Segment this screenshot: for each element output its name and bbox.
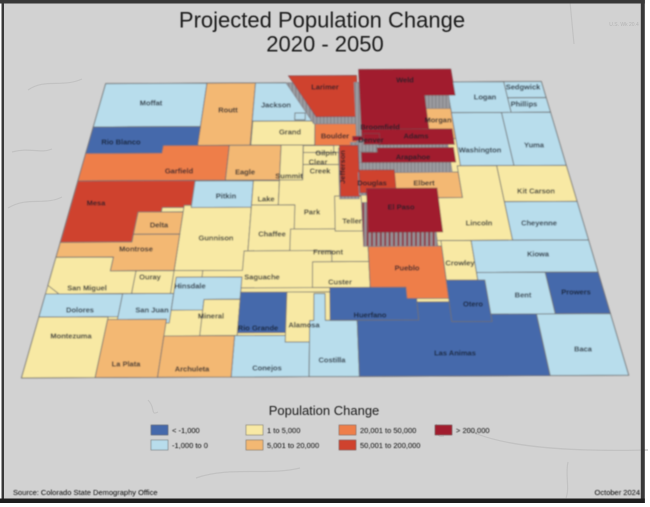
svg-text:U.S. Wk 20.4: U.S. Wk 20.4 (609, 22, 639, 28)
svg-text:Fremont: Fremont (313, 248, 344, 257)
svg-text:Kit Carson: Kit Carson (517, 187, 555, 196)
svg-text:Phillips: Phillips (511, 100, 538, 109)
svg-text:Dolores: Dolores (66, 306, 94, 315)
svg-text:Delta: Delta (150, 221, 169, 230)
svg-text:Mesa: Mesa (87, 199, 107, 208)
svg-text:Ouray: Ouray (139, 273, 162, 282)
svg-text:Broomfield: Broomfield (360, 123, 400, 132)
svg-text:Jackson: Jackson (261, 101, 291, 110)
svg-text:Saguache: Saguache (244, 273, 279, 282)
svg-text:Elbert: Elbert (413, 179, 435, 188)
svg-text:San Juan: San Juan (135, 306, 169, 315)
svg-text:Summit: Summit (275, 172, 303, 181)
svg-text:Moffat: Moffat (140, 99, 163, 108)
svg-text:Lincoln: Lincoln (466, 219, 493, 228)
svg-text:Creek: Creek (310, 167, 332, 176)
svg-text:Hinsdale: Hinsdale (174, 282, 205, 291)
svg-text:Archuleta: Archuleta (175, 365, 210, 374)
svg-text:Montezuma: Montezuma (50, 332, 92, 341)
svg-text:Weld: Weld (396, 76, 414, 85)
svg-text:Rio Blanco: Rio Blanco (101, 138, 141, 147)
svg-text:Yuma: Yuma (524, 141, 545, 150)
svg-text:Chaffee: Chaffee (258, 230, 286, 239)
svg-text:Eagle: Eagle (235, 168, 255, 177)
svg-text:Washington: Washington (459, 146, 502, 155)
svg-text:Huerfano: Huerfano (354, 311, 387, 320)
svg-text:Lake: Lake (257, 195, 274, 204)
svg-text:Park: Park (304, 208, 321, 217)
svg-text:Gunnison: Gunnison (199, 234, 234, 243)
svg-text:Source: Colorado State Demogra: Source: Colorado State Demography Office (13, 488, 158, 497)
svg-text:Alamosa: Alamosa (288, 321, 320, 330)
svg-text:Custer: Custer (328, 278, 352, 287)
svg-text:Bent: Bent (515, 291, 532, 300)
svg-text:Clear: Clear (309, 158, 328, 167)
svg-text:20,001 to 50,000: 20,001 to 50,000 (360, 426, 416, 435)
svg-text:Conejos: Conejos (252, 364, 282, 373)
svg-text:Logan: Logan (474, 93, 497, 102)
svg-text:San Miguel: San Miguel (67, 284, 107, 293)
svg-text:Costilla: Costilla (318, 356, 346, 365)
svg-text:Las Animas: Las Animas (434, 349, 476, 358)
svg-text:< -1,000: < -1,000 (172, 426, 200, 435)
svg-text:Douglas: Douglas (357, 179, 387, 188)
svg-text:El Paso: El Paso (387, 203, 415, 212)
svg-text:5,001 to 20,000: 5,001 to 20,000 (267, 441, 319, 450)
svg-text:Pueblo: Pueblo (394, 264, 419, 273)
svg-text:Crowley: Crowley (445, 259, 475, 268)
svg-text:La Plata: La Plata (112, 360, 142, 369)
svg-text:Adams: Adams (403, 132, 428, 141)
svg-text:Arapahoe: Arapahoe (396, 153, 431, 162)
svg-text:> 200,000: > 200,000 (456, 426, 490, 435)
svg-text:1 to 5,000: 1 to 5,000 (267, 426, 300, 435)
svg-text:50,001 to 200,000: 50,001 to 200,000 (360, 441, 420, 450)
svg-text:Mineral: Mineral (198, 312, 224, 321)
svg-text:Gilpin: Gilpin (315, 149, 337, 158)
svg-text:Rio Grande: Rio Grande (238, 324, 278, 333)
svg-text:Routt: Routt (218, 106, 238, 115)
svg-text:Otero: Otero (463, 300, 483, 309)
svg-text:Jefferson: Jefferson (338, 150, 347, 184)
svg-text:Denver: Denver (358, 136, 384, 145)
svg-text:Morgan: Morgan (424, 116, 452, 125)
svg-text:October 2024: October 2024 (595, 488, 640, 497)
svg-text:Prowers: Prowers (561, 288, 591, 297)
svg-text:2020 - 2050: 2020 - 2050 (266, 32, 383, 57)
svg-text:Larimer: Larimer (311, 83, 339, 92)
svg-text:Projected Population Change: Projected Population Change (179, 8, 465, 33)
svg-text:Boulder: Boulder (321, 132, 349, 141)
svg-text:Kiowa: Kiowa (527, 250, 550, 259)
svg-text:-1,000 to 0: -1,000 to 0 (172, 441, 208, 450)
svg-text:Pitkin: Pitkin (216, 192, 237, 201)
svg-text:Garfield: Garfield (165, 167, 194, 176)
svg-text:Cheyenne: Cheyenne (521, 219, 557, 228)
svg-text:Sedgwick: Sedgwick (506, 83, 541, 92)
svg-text:Baca: Baca (574, 345, 593, 354)
svg-text:Population Change: Population Change (269, 403, 380, 418)
svg-text:Montrose: Montrose (119, 245, 153, 254)
svg-text:Teller: Teller (342, 217, 362, 226)
svg-text:Grand: Grand (279, 128, 302, 137)
